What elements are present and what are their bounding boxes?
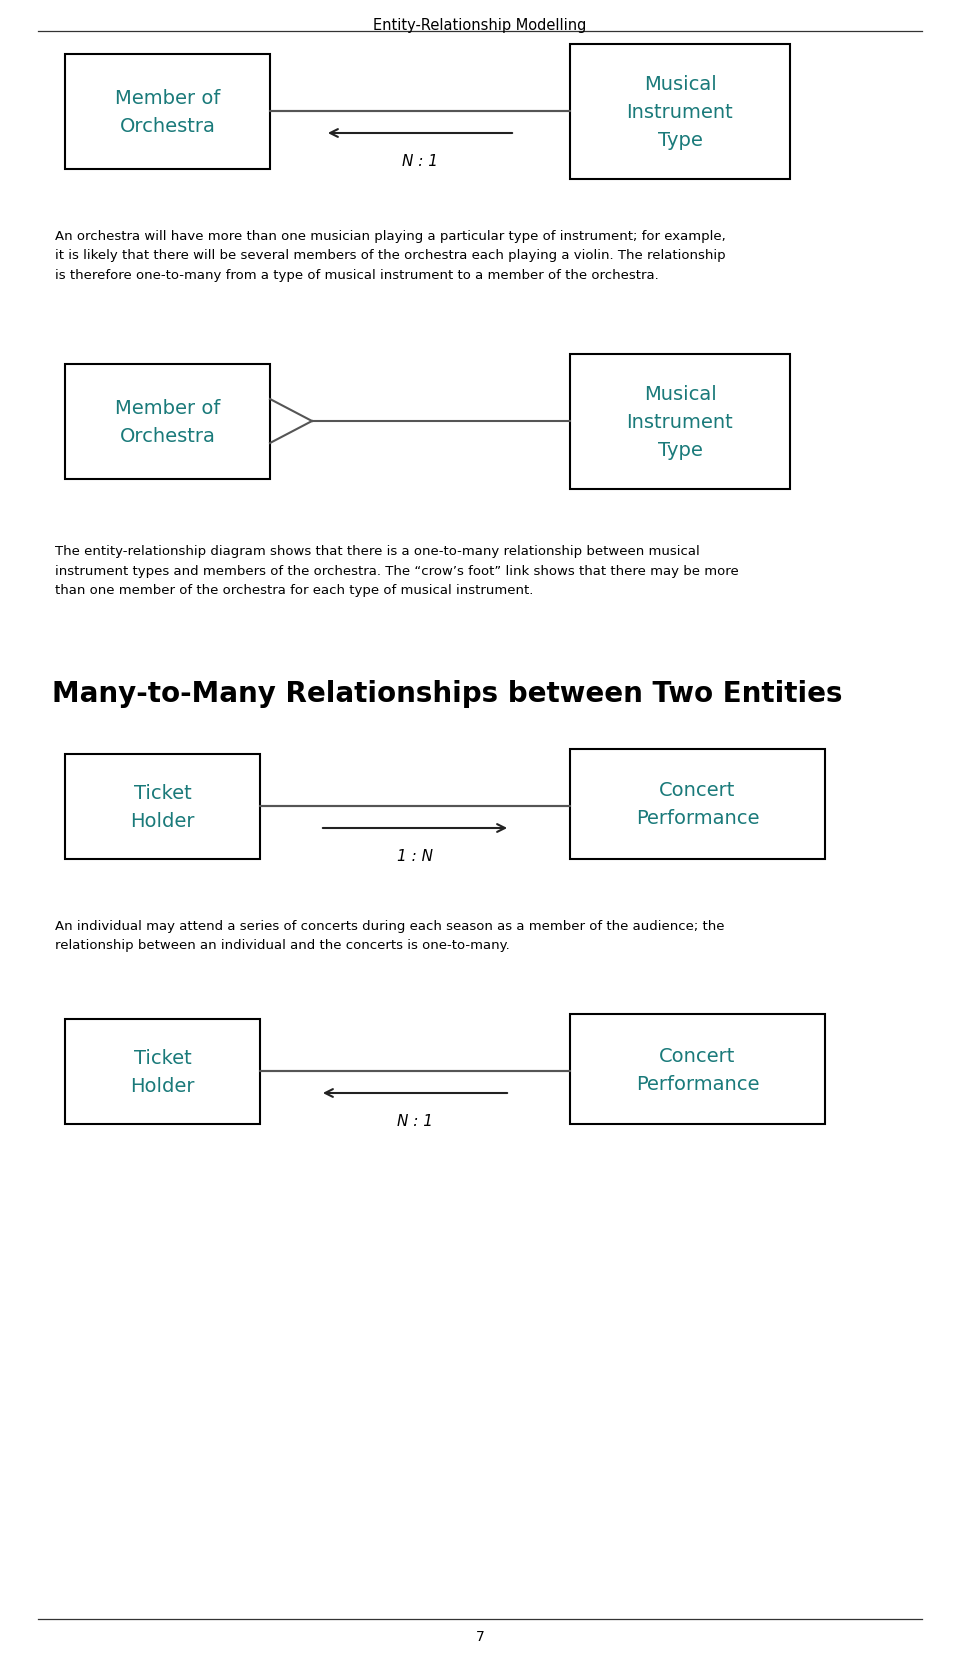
Text: Concert
Performance: Concert Performance — [636, 1046, 759, 1092]
Text: Concert
Performance: Concert Performance — [636, 781, 759, 828]
Bar — [570, 1015, 825, 1124]
Text: Musical
Instrument
Type: Musical Instrument Type — [627, 74, 733, 151]
Text: Ticket
Holder: Ticket Holder — [131, 783, 195, 831]
Text: The entity-relationship diagram shows that there is a one-to-many relationship b: The entity-relationship diagram shows th… — [55, 544, 739, 597]
Text: Entity-Relationship Modelling: Entity-Relationship Modelling — [373, 18, 587, 33]
Bar — [65, 1019, 260, 1124]
Text: Musical
Instrument
Type: Musical Instrument Type — [627, 384, 733, 460]
Text: Many-to-Many Relationships between Two Entities: Many-to-Many Relationships between Two E… — [52, 680, 843, 708]
Text: An individual may attend a series of concerts during each season as a member of : An individual may attend a series of con… — [55, 920, 725, 952]
Text: N : 1: N : 1 — [397, 1114, 433, 1129]
Text: Ticket
Holder: Ticket Holder — [131, 1048, 195, 1096]
Text: An orchestra will have more than one musician playing a particular type of instr: An orchestra will have more than one mus… — [55, 230, 726, 281]
Bar — [65, 55, 270, 170]
Text: N : 1: N : 1 — [402, 154, 438, 169]
Text: Member of
Orchestra: Member of Orchestra — [115, 399, 220, 445]
Text: 1 : N: 1 : N — [397, 849, 433, 864]
Text: Member of
Orchestra: Member of Orchestra — [115, 89, 220, 136]
Bar — [65, 364, 270, 480]
Bar — [570, 45, 790, 180]
Bar — [65, 755, 260, 859]
Text: 7: 7 — [475, 1629, 485, 1643]
Bar — [570, 354, 790, 490]
Bar — [570, 750, 825, 859]
